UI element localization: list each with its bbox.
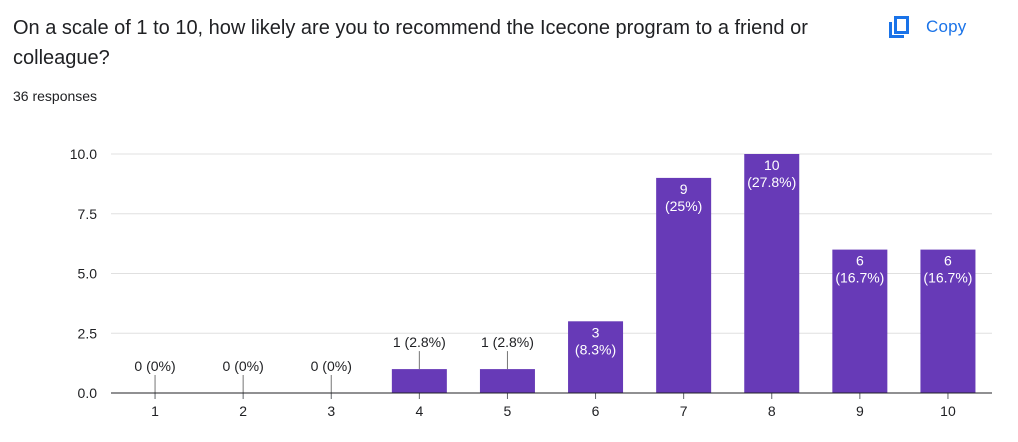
y-tick-label: 5.0: [78, 266, 98, 282]
bar: [744, 154, 800, 393]
data-label: 6 (16.7%): [835, 253, 884, 286]
data-label: 0 (0%): [311, 358, 352, 374]
data-label: 6 (16.7%): [923, 253, 972, 286]
data-label: 0 (0%): [223, 358, 264, 374]
bar: [479, 369, 535, 393]
x-tick-label: 8: [768, 403, 776, 419]
x-tick-label: 2: [239, 403, 247, 419]
x-tick-label: 3: [327, 403, 335, 419]
data-label: 9 (25%): [665, 181, 702, 214]
data-label: 1 (2.8%): [481, 334, 534, 350]
response-count: 36 responses: [13, 88, 98, 104]
bar: [656, 177, 712, 393]
data-label: 1 (2.8%): [393, 334, 446, 350]
x-tick-label: 6: [592, 403, 600, 419]
copy-button[interactable]: Copy: [878, 10, 975, 44]
copy-label: Copy: [926, 17, 967, 36]
bar: [832, 249, 888, 393]
question-title: On a scale of 1 to 10, how likely are yo…: [13, 17, 808, 69]
bar: [391, 369, 447, 393]
x-tick-label: 1: [151, 403, 159, 419]
x-tick-label: 10: [940, 403, 956, 419]
data-label: 0 (0%): [134, 358, 175, 374]
y-tick-label: 10.0: [70, 146, 97, 162]
bar: [920, 249, 976, 393]
x-tick-label: 4: [415, 403, 423, 419]
data-label: 10 (27.8%): [747, 157, 796, 190]
bar: [568, 321, 624, 393]
data-label: 3 (8.3%): [575, 324, 616, 357]
y-tick-label: 0.0: [78, 385, 98, 401]
y-tick-label: 2.5: [78, 325, 98, 341]
y-tick-label: 7.5: [78, 206, 98, 222]
copy-icon: [889, 16, 909, 38]
x-tick-label: 7: [680, 403, 688, 419]
x-tick-label: 5: [504, 403, 512, 419]
x-tick-label: 9: [856, 403, 864, 419]
